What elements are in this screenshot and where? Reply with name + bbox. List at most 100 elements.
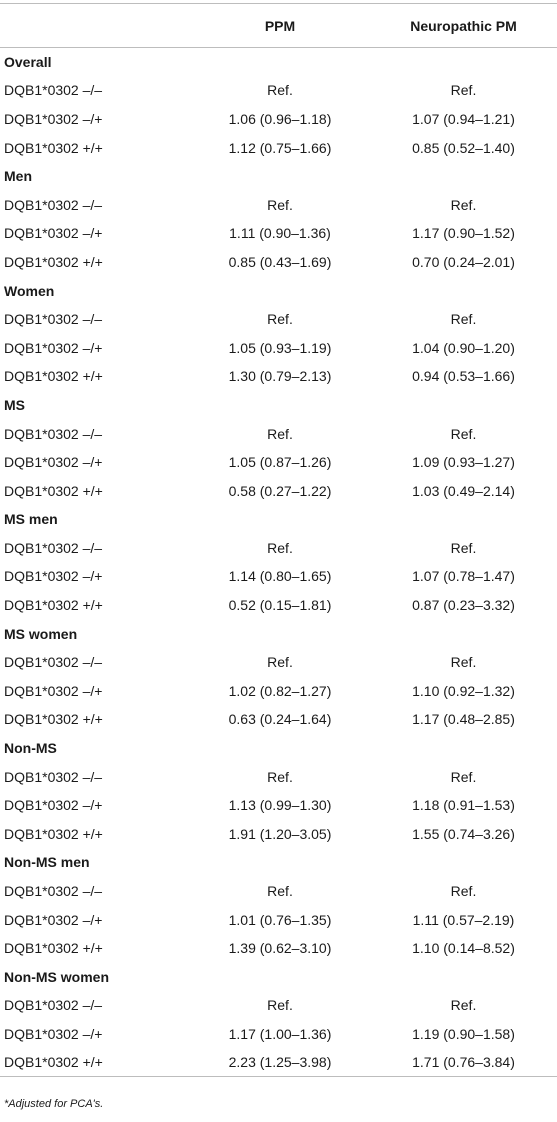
neuropathic-pm-value-cell: Ref. [450, 654, 477, 671]
table-row: DQB1*0302 –/– Ref. Ref. [0, 305, 557, 334]
ppm-value-cell: 1.13 (0.99–1.30) [228, 797, 332, 814]
ppm-value-cell: 0.52 (0.15–1.81) [228, 597, 332, 614]
neuropathic-pm-value-cell: 0.85 (0.52–1.40) [412, 139, 515, 156]
group-header-row: Non-MS [0, 734, 557, 763]
table-row: DQB1*0302 –/+ 1.05 (0.93–1.19) 1.04 (0.90–… [0, 333, 557, 362]
header-cell-label [0, 3, 190, 48]
group-title: MS men [4, 511, 58, 528]
group-header-row: Women [0, 276, 557, 305]
table-row: DQB1*0302 –/– Ref. Ref. [0, 991, 557, 1020]
ppm-value-cell: 1.06 (0.96–1.18) [228, 110, 332, 127]
neuropathic-pm-value-cell: 1.71 (0.76–3.84) [370, 1048, 557, 1078]
neuropathic-pm-value-cell: 1.03 (0.49–2.14) [412, 482, 515, 499]
neuropathic-pm-value-cell: 0.94 (0.53–1.66) [412, 368, 515, 385]
table-row: DQB1*0302 –/+ 1.11 (0.90–1.36) 1.17 (0.90–… [0, 219, 557, 248]
ppm-value-cell: 1.39 (0.62–3.10) [228, 940, 332, 957]
ppm-value-cell: 1.05 (0.87–1.26) [228, 454, 332, 471]
table-row: DQB1*0302 +/+ 0.85 (0.43–1.69) 0.70 (0.24–… [0, 248, 557, 277]
ppm-value-cell: Ref. [267, 768, 293, 785]
row-label-cell: DQB1*0302 +/+ [4, 825, 103, 842]
table-row: DQB1*0302 +/+ 0.63 (0.24–1.64) 1.17 (0.48–… [0, 705, 557, 734]
row-label-cell: DQB1*0302 –/+ [4, 1025, 103, 1042]
ppm-value-cell: 0.58 (0.27–1.22) [228, 482, 332, 499]
row-label-cell: DQB1*0302 +/+ [4, 482, 103, 499]
table-row: DQB1*0302 –/– Ref. Ref. [0, 534, 557, 563]
neuropathic-pm-value-cell: Ref. [450, 768, 477, 785]
table-row: DQB1*0302 +/+ 1.12 (0.75–1.66) 0.85 (0.52–… [0, 133, 557, 162]
table-body: Overall DQB1*0302 –/– Ref. Ref. DQB1*0302 –/… [0, 48, 557, 1078]
row-label-cell: DQB1*0302 –/– [4, 654, 103, 671]
group-title: Non-MS men [4, 854, 90, 871]
table-row: DQB1*0302 –/+ 1.05 (0.87–1.26) 1.09 (0.93–… [0, 448, 557, 477]
group-title: Overall [4, 54, 52, 71]
group-title: MS women [4, 625, 78, 642]
row-label-cell: DQB1*0302 –/– [4, 883, 103, 900]
ppm-value-cell: 0.85 (0.43–1.69) [228, 253, 332, 270]
row-label-cell: DQB1*0302 –/+ [4, 682, 103, 699]
neuropathic-pm-value-cell: Ref. [450, 311, 477, 328]
ppm-value-cell: 1.17 (1.00–1.36) [228, 1025, 332, 1042]
row-label-cell: DQB1*0302 +/+ [4, 597, 103, 614]
ppm-value-cell: Ref. [267, 311, 293, 328]
neuropathic-pm-value-cell: 0.87 (0.23–3.32) [412, 597, 515, 614]
group-header-row: Non-MS men [0, 848, 557, 877]
group-header-row: Non-MS women [0, 963, 557, 992]
table-row: DQB1*0302 –/+ 1.01 (0.76–1.35) 1.11 (0.57–… [0, 905, 557, 934]
table-row: DQB1*0302 –/– Ref. Ref. [0, 877, 557, 906]
neuropathic-pm-value-cell: 1.17 (0.48–2.85) [412, 711, 515, 728]
ppm-value-cell: Ref. [267, 654, 293, 671]
neuropathic-pm-value-cell: 1.19 (0.90–1.58) [412, 1025, 515, 1042]
table-row: DQB1*0302 –/+ 1.14 (0.80–1.65) 1.07 (0.78–… [0, 562, 557, 591]
ppm-value-cell: 2.23 (1.25–3.98) [190, 1048, 370, 1078]
table-row: DQB1*0302 –/+ 1.17 (1.00–1.36) 1.19 (0.90–… [0, 1020, 557, 1049]
ppm-value-cell: 1.91 (1.20–3.05) [228, 825, 332, 842]
table-row: DQB1*0302 –/+ 1.13 (0.99–1.30) 1.18 (0.91–… [0, 791, 557, 820]
neuropathic-pm-value-cell: 1.55 (0.74–3.26) [412, 825, 515, 842]
row-label-cell: DQB1*0302 –/– [4, 997, 103, 1014]
ppm-value-cell: Ref. [267, 539, 293, 556]
ppm-value-cell: 1.05 (0.93–1.19) [228, 339, 332, 356]
table-row: DQB1*0302 –/– Ref. Ref. [0, 76, 557, 105]
neuropathic-pm-value-cell: Ref. [450, 425, 477, 442]
row-label-cell: DQB1*0302 –/– [4, 82, 103, 99]
neuropathic-pm-value-cell: 0.70 (0.24–2.01) [412, 253, 515, 270]
row-label-cell: DQB1*0302 –/+ [4, 225, 103, 242]
group-title: Non-MS women [4, 968, 109, 985]
group-title: Men [4, 168, 32, 185]
row-label-cell: DQB1*0302 –/+ [4, 911, 103, 928]
header-row: PPM Neuropathic PM [0, 3, 557, 48]
ppm-value-cell: Ref. [267, 997, 293, 1014]
ppm-value-cell: Ref. [267, 196, 293, 213]
neuropathic-pm-value-cell: 1.18 (0.91–1.53) [412, 797, 515, 814]
table-row: DQB1*0302 +/+ 0.58 (0.27–1.22) 1.03 (0.49–… [0, 476, 557, 505]
neuropathic-pm-value-cell: 1.04 (0.90–1.20) [412, 339, 515, 356]
row-label-cell: DQB1*0302 +/+ [4, 253, 103, 270]
table-row: DQB1*0302 –/– Ref. Ref. [0, 190, 557, 219]
group-title: MS [4, 396, 25, 413]
neuropathic-pm-value-cell: Ref. [450, 539, 477, 556]
header-cell-ppm: PPM [190, 3, 370, 48]
table-row: DQB1*0302 +/+ 1.39 (0.62–3.10) 1.10 (0.14–… [0, 934, 557, 963]
row-label-cell: DQB1*0302 –/– [4, 425, 103, 442]
results-table-container: PPM Neuropathic PM Overall DQB1*0302 –/– R… [0, 3, 557, 1078]
group-title: Non-MS [4, 740, 57, 757]
table-header: PPM Neuropathic PM [0, 3, 557, 48]
neuropathic-pm-value-cell: 1.10 (0.92–1.32) [412, 682, 515, 699]
neuropathic-pm-value-cell: Ref. [450, 196, 477, 213]
neuropathic-pm-value-cell: 1.11 (0.57–2.19) [412, 911, 515, 928]
table-row: DQB1*0302 +/+ 0.52 (0.15–1.81) 0.87 (0.23–… [0, 591, 557, 620]
table-row: DQB1*0302 +/+ 1.30 (0.79–2.13) 0.94 (0.53–… [0, 362, 557, 391]
neuropathic-pm-value-cell: 1.07 (0.78–1.47) [412, 568, 515, 585]
group-header-row: MS women [0, 619, 557, 648]
table-row: DQB1*0302 –/+ 1.02 (0.82–1.27) 1.10 (0.92–… [0, 677, 557, 706]
ppm-value-cell: 0.63 (0.24–1.64) [228, 711, 332, 728]
table-row: DQB1*0302 +/+ 1.91 (1.20–3.05) 1.55 (0.74–… [0, 820, 557, 849]
group-header-row: MS [0, 391, 557, 420]
table-row: DQB1*0302 –/– Ref. Ref. [0, 419, 557, 448]
ppm-value-cell: 1.11 (0.90–1.36) [229, 225, 331, 242]
ppm-value-cell: 1.01 (0.76–1.35) [228, 911, 332, 928]
ppm-value-cell: 1.02 (0.82–1.27) [228, 682, 332, 699]
table-row: DQB1*0302 +/+ 2.23 (1.25–3.98) 1.71 (0.76–… [0, 1048, 557, 1078]
neuropathic-pm-value-cell: 1.07 (0.94–1.21) [412, 110, 515, 127]
row-label-cell: DQB1*0302 –/– [4, 768, 103, 785]
